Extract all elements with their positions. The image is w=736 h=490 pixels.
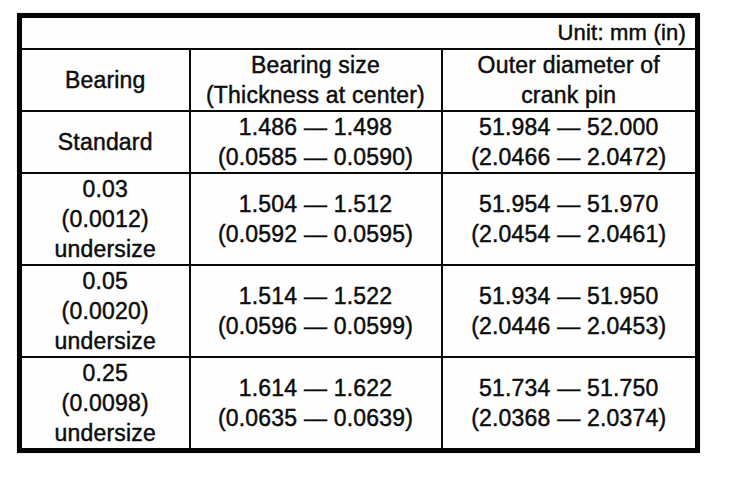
- col-header-bearing-size-line1: Bearing size: [191, 50, 441, 80]
- bearing-label: Standard: [22, 127, 189, 157]
- crank-pin-cell: 51.934 — 51.950 (2.0446 — 2.0453): [442, 265, 698, 357]
- bearing-size-mm: 1.614 — 1.622: [191, 373, 441, 403]
- col-header-crank-pin-line2: crank pin: [443, 80, 696, 110]
- col-header-bearing-size: Bearing size (Thickness at center): [190, 49, 442, 111]
- col-header-bearing-size-line2: (Thickness at center): [191, 80, 441, 110]
- bearing-label-line2: (0.0012): [22, 204, 189, 234]
- bearing-size-in: (0.0585 — 0.0590): [191, 142, 441, 172]
- col-header-bearing: Bearing: [20, 49, 190, 111]
- bearing-label-line3: undersize: [22, 326, 189, 356]
- bearing-cell: 0.25 (0.0098) undersize: [20, 357, 190, 451]
- bearing-label-line1: 0.25: [22, 358, 189, 388]
- crank-pin-mm: 51.954 — 51.970: [443, 189, 696, 219]
- table-row-undersize-025: 0.25 (0.0098) undersize 1.614 — 1.622 (0…: [20, 357, 698, 451]
- bearing-label-line1: 0.03: [22, 174, 189, 204]
- scanned-page-region: Unit: mm (in) Bearing Bearing size (Thic…: [17, 13, 700, 453]
- bearing-size-cell: 1.614 — 1.622 (0.0635 — 0.0639): [190, 357, 442, 451]
- crank-pin-mm: 51.934 — 51.950: [443, 281, 696, 311]
- crank-pin-cell: 51.984 — 52.000 (2.0466 — 2.0472): [442, 111, 698, 173]
- crank-pin-in: (2.0368 — 2.0374): [443, 403, 696, 433]
- bearing-size-cell: 1.514 — 1.522 (0.0596 — 0.0599): [190, 265, 442, 357]
- crank-pin-mm: 51.984 — 52.000: [443, 112, 696, 142]
- bearing-label-line2: (0.0020): [22, 296, 189, 326]
- bearing-spec-table: Unit: mm (in) Bearing Bearing size (Thic…: [17, 13, 700, 453]
- col-header-crank-pin: Outer diameter of crank pin: [442, 49, 698, 111]
- header-row: Bearing Bearing size (Thickness at cente…: [20, 49, 698, 111]
- bearing-size-mm: 1.514 — 1.522: [191, 281, 441, 311]
- crank-pin-cell: 51.734 — 51.750 (2.0368 — 2.0374): [442, 357, 698, 451]
- bearing-size-in: (0.0596 — 0.0599): [191, 311, 441, 341]
- bearing-size-mm: 1.504 — 1.512: [191, 189, 441, 219]
- crank-pin-cell: 51.954 — 51.970 (2.0454 — 2.0461): [442, 173, 698, 265]
- table-row-undersize-005: 0.05 (0.0020) undersize 1.514 — 1.522 (0…: [20, 265, 698, 357]
- bearing-label-line3: undersize: [22, 234, 189, 264]
- bearing-label-line2: (0.0098): [22, 388, 189, 418]
- col-header-bearing-label: Bearing: [22, 65, 189, 95]
- bearing-size-cell: 1.504 — 1.512 (0.0592 — 0.0595): [190, 173, 442, 265]
- unit-label: Unit: mm (in): [20, 16, 698, 50]
- bearing-cell: 0.05 (0.0020) undersize: [20, 265, 190, 357]
- bearing-label-line1: 0.05: [22, 266, 189, 296]
- bearing-size-cell: 1.486 — 1.498 (0.0585 — 0.0590): [190, 111, 442, 173]
- crank-pin-in: (2.0466 — 2.0472): [443, 142, 696, 172]
- bearing-size-mm: 1.486 — 1.498: [191, 112, 441, 142]
- bearing-cell: 0.03 (0.0012) undersize: [20, 173, 190, 265]
- crank-pin-in: (2.0446 — 2.0453): [443, 311, 696, 341]
- bearing-size-in: (0.0592 — 0.0595): [191, 219, 441, 249]
- bearing-cell: Standard: [20, 111, 190, 173]
- bearing-label-line3: undersize: [22, 418, 189, 448]
- crank-pin-mm: 51.734 — 51.750: [443, 373, 696, 403]
- col-header-crank-pin-line1: Outer diameter of: [443, 50, 696, 80]
- table-row-undersize-003: 0.03 (0.0012) undersize 1.504 — 1.512 (0…: [20, 173, 698, 265]
- bearing-size-in: (0.0635 — 0.0639): [191, 403, 441, 433]
- crank-pin-in: (2.0454 — 2.0461): [443, 219, 696, 249]
- unit-row: Unit: mm (in): [20, 16, 698, 50]
- table-row-standard: Standard 1.486 — 1.498 (0.0585 — 0.0590)…: [20, 111, 698, 173]
